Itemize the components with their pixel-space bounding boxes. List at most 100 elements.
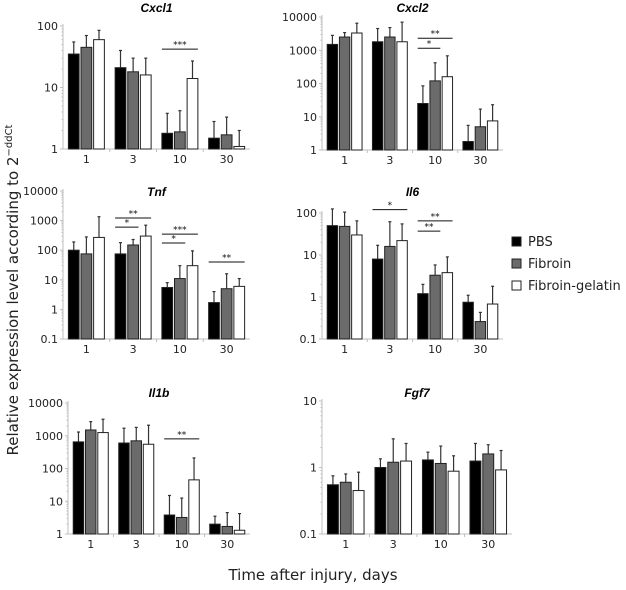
x-tick-label: 1 [342, 538, 349, 551]
significance-stars: ** [222, 253, 232, 263]
bar-fibroin-gelatin [486, 303, 499, 340]
bar-fibroin-gelatin [186, 265, 199, 340]
bar-pbs [72, 441, 85, 535]
panel-title: Il6 [406, 185, 420, 199]
bar-pbs [421, 459, 434, 535]
significance-stars: ** [431, 212, 441, 222]
bar-fibroin [429, 80, 441, 151]
significance-stars: * [388, 201, 393, 211]
y-tick-label: 1 [56, 528, 63, 541]
bar-fibroin [127, 71, 140, 150]
bar-fibroin-gelatin [93, 39, 105, 150]
y-axis-label-superscript: −ddCt [4, 124, 15, 156]
x-tick-label: 1 [87, 538, 94, 551]
panel-il1b: Il1b 1 10 100 1000 10000 1 3 10 30 ** [28, 386, 250, 551]
bar-fibroin-gelatin [396, 240, 408, 340]
bar-fibroin [482, 453, 495, 535]
significance-stars: ** [177, 430, 187, 440]
bar-pbs [417, 103, 429, 151]
x-tick-label: 30 [473, 154, 487, 167]
y-tick-label: 1 [51, 143, 58, 156]
y-tick-label: 10 [303, 395, 317, 408]
bar-fibroin [338, 36, 351, 151]
bar-pbs [161, 132, 174, 150]
bar-fibroin-gelatin [486, 120, 499, 151]
significance-stars: *** [173, 41, 187, 51]
y-tick-label: 1000 [35, 430, 63, 443]
panel-cxcl1: Cxcl1 1 10 100 1 3 10 30 *** [37, 1, 250, 166]
bar-pbs [326, 43, 339, 151]
x-tick-label: 1 [341, 154, 348, 167]
bar-fibroin [173, 131, 186, 150]
significance-stars: ** [431, 30, 441, 40]
y-tick-label: 10 [49, 495, 63, 508]
significance-stars: ** [425, 223, 435, 233]
y-tick-label: 0.1 [300, 528, 318, 541]
bar-pbs [469, 460, 482, 535]
x-tick-label: 3 [130, 153, 137, 166]
bar-fibroin-gelatin [441, 76, 454, 151]
bar-pbs [326, 225, 339, 340]
bar-fibroin-gelatin [447, 470, 460, 535]
bar-fibroin [80, 46, 93, 150]
y-tick-label: 10000 [28, 397, 63, 410]
bar-fibroin [474, 126, 487, 151]
bar-pbs [326, 484, 339, 535]
bar-pbs [371, 41, 384, 151]
y-tick-label: 10000 [23, 185, 58, 198]
x-tick-label: 3 [390, 538, 397, 551]
y-tick-label: 100 [37, 20, 58, 33]
bar-fibroin [429, 274, 441, 340]
y-tick-label: 100 [37, 244, 58, 257]
bar-fibroin [221, 525, 233, 535]
y-tick-label: 1 [310, 144, 317, 157]
bar-pbs [118, 442, 130, 535]
bar-pbs [67, 53, 80, 150]
x-tick-label: 10 [173, 153, 187, 166]
bar-pbs [67, 249, 80, 340]
bar-fibroin [338, 225, 351, 340]
bar-pbs [114, 67, 127, 150]
significance-stars: * [171, 235, 176, 245]
bar-fibroin-gelatin [441, 272, 454, 340]
bar-fibroin [474, 321, 487, 340]
bar-pbs [209, 523, 221, 535]
y-tick-label: 1 [310, 462, 317, 475]
legend-swatch-pbs [511, 236, 522, 247]
y-tick-label: 100 [296, 207, 317, 220]
bar-pbs [462, 141, 474, 151]
bar-fibroin [220, 288, 233, 340]
legend-swatch-fibroin-gelatin [511, 280, 522, 291]
x-tick-label: 3 [133, 538, 140, 551]
bar-fibroin-gelatin [93, 236, 105, 340]
x-tick-label: 30 [220, 153, 234, 166]
bar-pbs [374, 467, 387, 535]
significance-stars: ** [129, 209, 139, 219]
panel-fgf7: Fgf7 0.1 1 10 1 3 10 30 [300, 386, 512, 551]
bar-fibroin-gelatin [142, 443, 155, 535]
bar-fibroin-gelatin [97, 432, 109, 535]
bar-fibroin-gelatin [233, 285, 246, 340]
bar-pbs [208, 302, 220, 340]
bar-fibroin-gelatin [400, 460, 413, 535]
panel-title: Cxcl2 [396, 1, 428, 15]
significance-stars: * [427, 40, 432, 50]
x-tick-label: 1 [341, 343, 348, 356]
bar-fibroin-gelatin [351, 234, 363, 340]
bar-fibroin-gelatin [186, 78, 199, 150]
bar-fibroin [384, 36, 396, 151]
x-tick-label: 1 [83, 343, 90, 356]
y-tick-label: 100 [296, 78, 317, 91]
y-tick-label: 0.1 [41, 333, 59, 346]
y-axis-label: Relative expression level according to 2… [4, 124, 22, 455]
legend-label: PBS [528, 235, 553, 250]
bar-fibroin-gelatin [233, 145, 246, 150]
bar-fibroin-gelatin [233, 529, 246, 535]
bar-pbs [161, 286, 174, 340]
y-tick-label: 1 [51, 303, 58, 316]
y-tick-label: 0.1 [300, 333, 318, 346]
x-tick-label: 30 [473, 343, 487, 356]
bar-fibroin [176, 516, 188, 535]
